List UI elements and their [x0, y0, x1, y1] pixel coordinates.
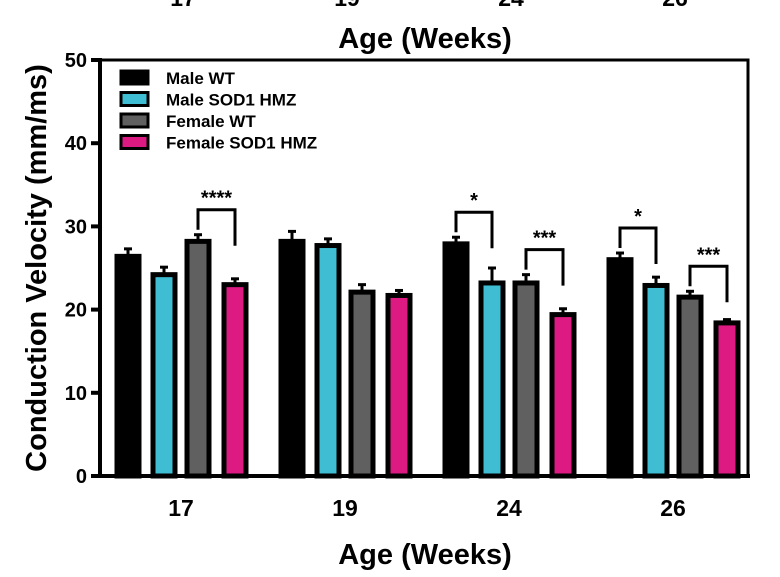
top-x-tick-label-cropped: 26 — [662, 0, 688, 11]
significance-label: *** — [533, 228, 557, 250]
bar-female-sod1-hmz — [221, 282, 249, 479]
bar-female-wt — [676, 294, 704, 479]
y-tick-label: 20 — [65, 300, 87, 322]
legend-swatch — [119, 69, 150, 86]
significance-label: *** — [697, 244, 721, 266]
bar-male-sod1-hmz — [150, 272, 178, 479]
legend-label: Female SOD1 HMZ — [166, 134, 317, 153]
bar-female-sod1-hmz — [549, 312, 577, 479]
significance-label: * — [470, 190, 478, 212]
top-x-tick-label-cropped: 17 — [170, 0, 196, 11]
bar-male-sod1-hmz — [642, 282, 670, 479]
legend-label: Male WT — [166, 69, 236, 88]
bar-male-wt — [442, 241, 470, 479]
bar-male-wt — [114, 253, 142, 479]
top-title: Age (Weeks) — [338, 23, 512, 55]
legend-swatch — [119, 112, 150, 129]
y-tick-label: 50 — [65, 50, 87, 72]
significance-bracket — [454, 210, 494, 249]
y-tick-label: 40 — [65, 133, 87, 155]
bar-female-sod1-hmz — [385, 292, 413, 479]
bar-female-wt — [512, 280, 540, 479]
x-tick-label: 26 — [660, 495, 686, 521]
top-x-tick-label-cropped: 24 — [498, 0, 524, 11]
legend-label: Female WT — [166, 112, 256, 131]
bar-male-sod1-hmz — [314, 243, 342, 479]
x-tick-label: 17 — [168, 495, 194, 521]
bar-female-sod1-hmz — [713, 320, 741, 479]
significance-bracket — [524, 248, 565, 286]
bar-male-sod1-hmz — [478, 280, 506, 479]
y-tick-label: 0 — [76, 466, 87, 488]
legend-swatch — [119, 91, 150, 107]
bar-female-wt — [348, 289, 376, 479]
plot-frame — [100, 58, 750, 476]
x-tick-label: 19 — [332, 495, 358, 521]
x-axis-label: Age (Weeks) — [338, 539, 512, 571]
significance-bracket — [688, 264, 729, 303]
significance-bracket — [196, 208, 237, 246]
bar-male-wt — [606, 257, 634, 479]
bar-male-wt — [278, 238, 306, 479]
significance-label: **** — [201, 188, 232, 210]
significance-bracket — [618, 226, 658, 265]
x-tick-label: 24 — [496, 495, 522, 521]
significance-label: * — [634, 206, 642, 228]
y-axis-label: Conduction Velocity (mm/ms) — [21, 64, 53, 472]
top-x-tick-label-cropped: 19 — [334, 0, 360, 11]
y-tick-label: 10 — [65, 383, 87, 405]
y-tick-label: 30 — [65, 216, 87, 238]
legend-label: Male SOD1 HMZ — [166, 91, 296, 110]
legend-swatch — [119, 134, 150, 150]
bar-female-wt — [184, 238, 212, 479]
